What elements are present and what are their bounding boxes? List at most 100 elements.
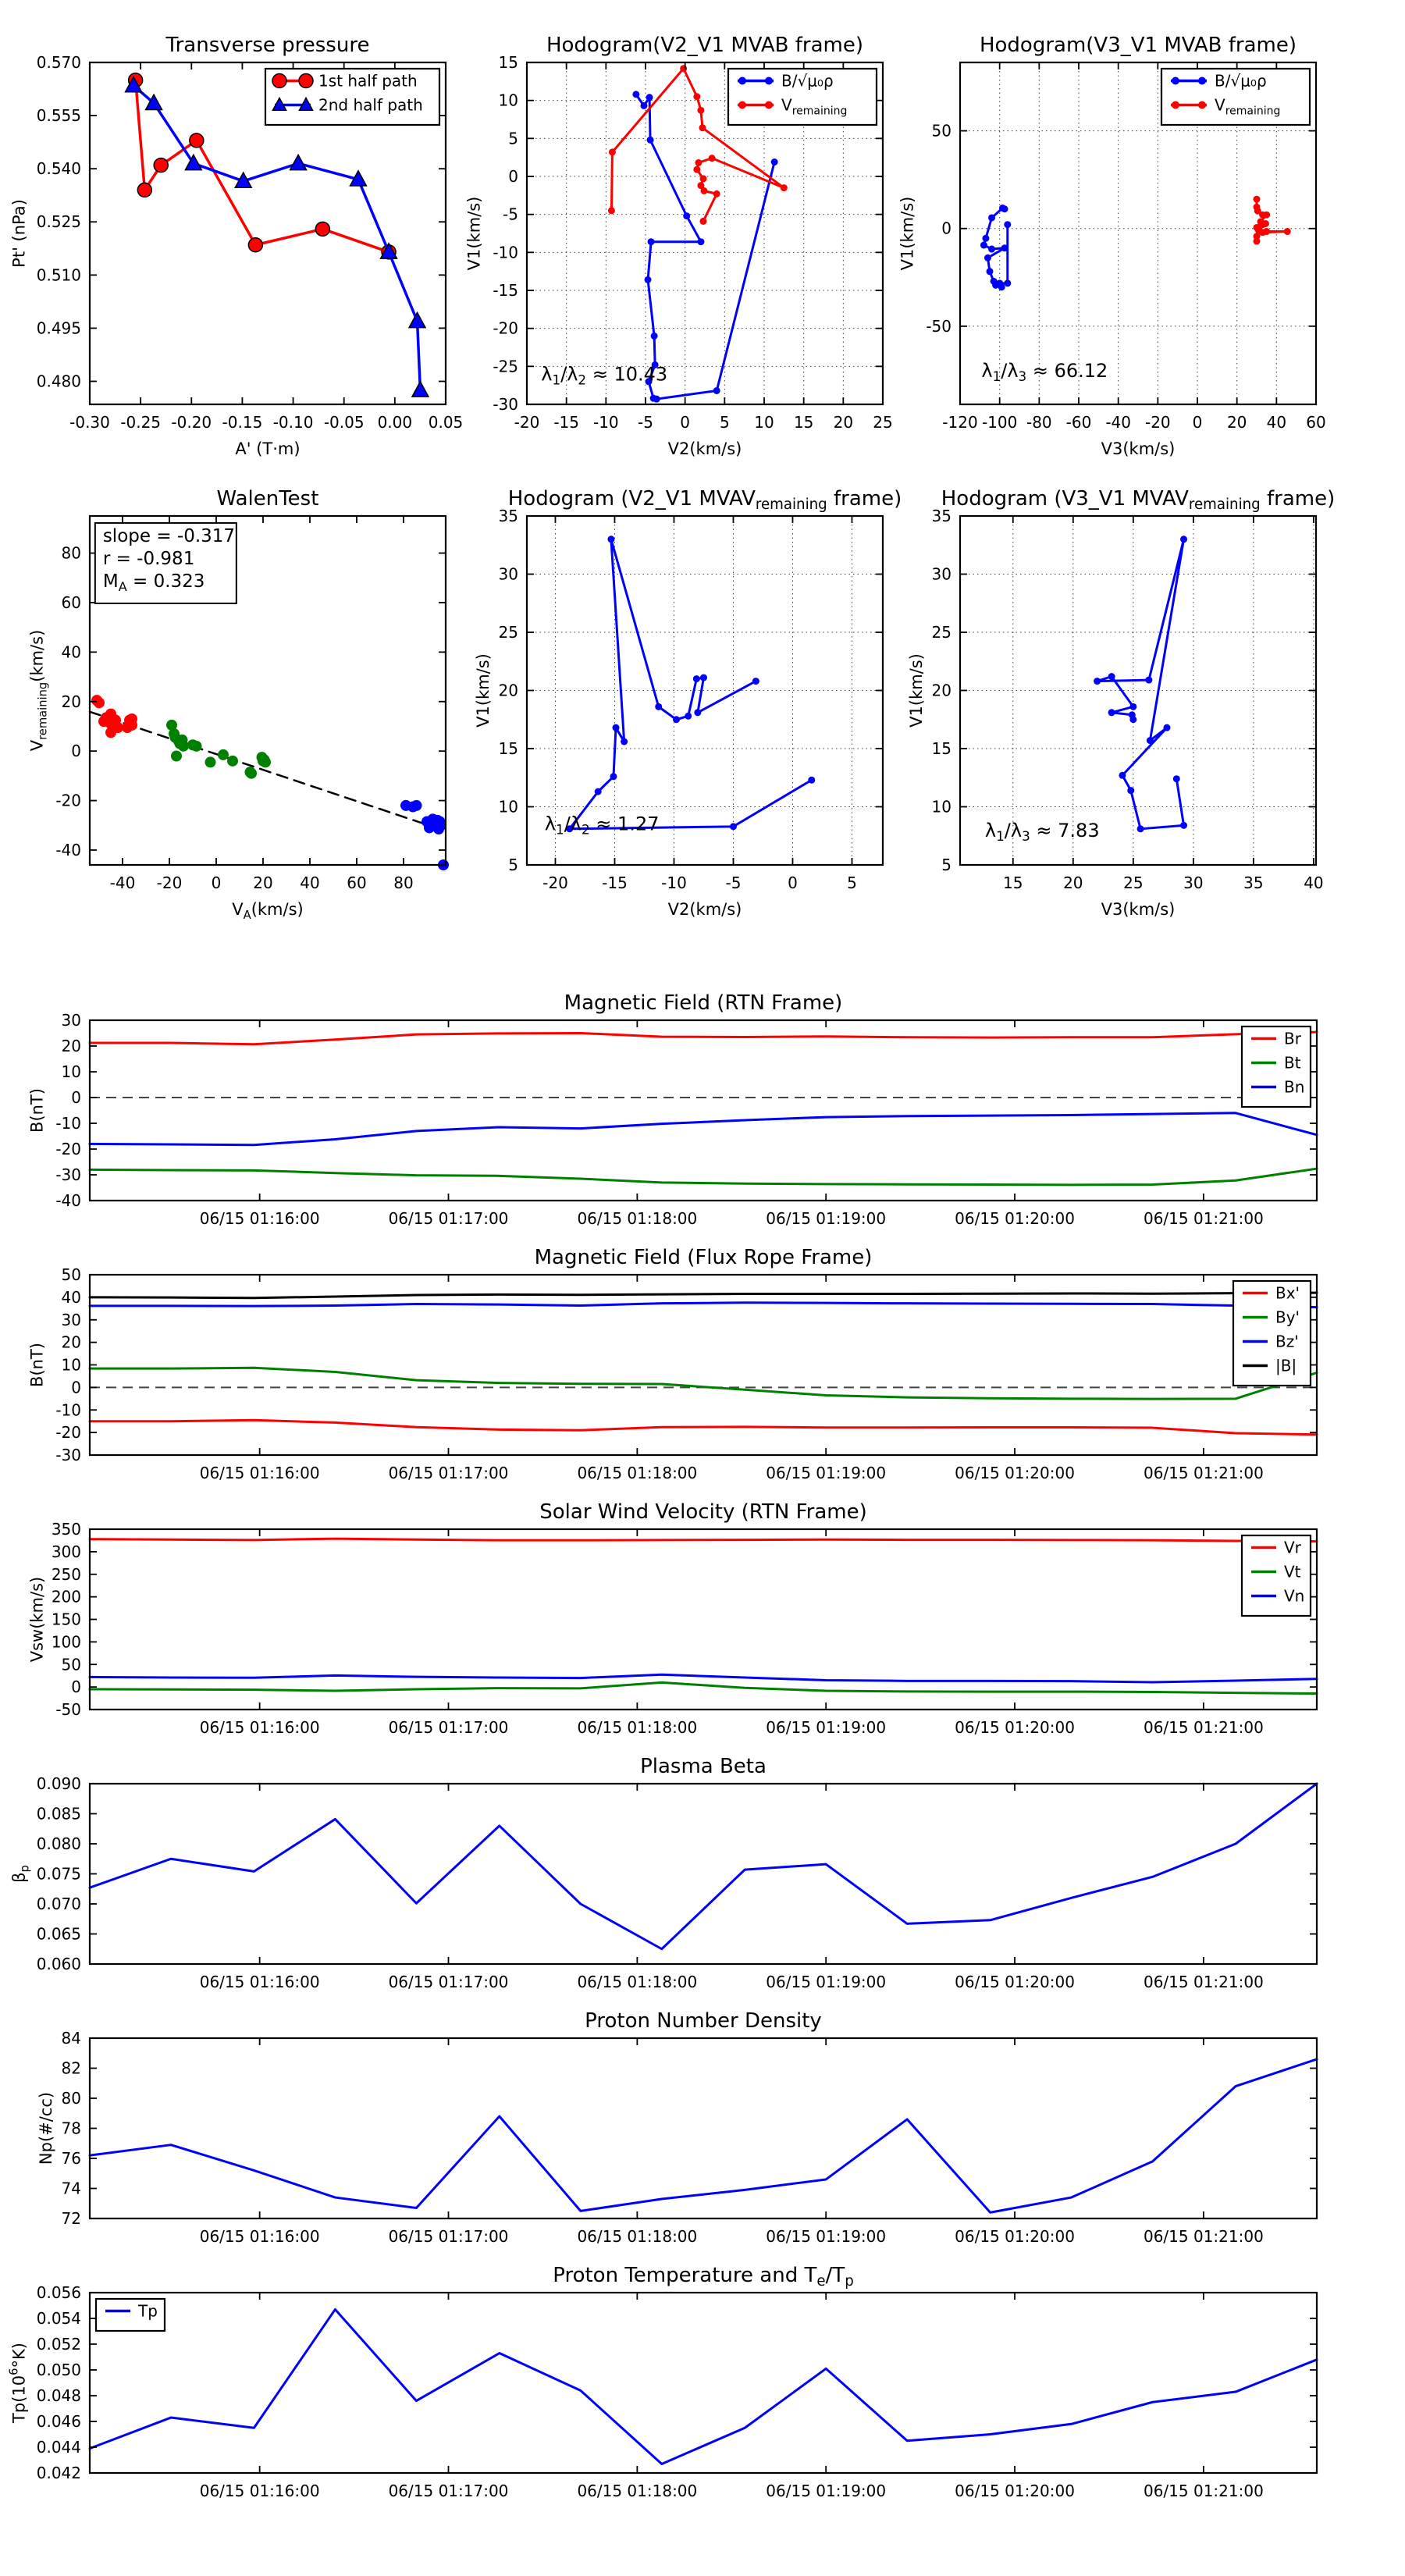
- legend-label: 2nd half path: [318, 96, 423, 115]
- plot-hodogram-v3v1-mvab: -120 -100 -80 -60 -40 -20 0 20 40 60 -50 0 50 Hodogra…: [898, 34, 1326, 458]
- legend-label: Bx': [1275, 1284, 1300, 1303]
- y-tick-label: 0.555: [37, 106, 81, 125]
- legend-marker: [1172, 101, 1179, 109]
- series-marker-V_{remaining}: [700, 187, 708, 194]
- axes-box: [959, 61, 1318, 406]
- series-marker-V: [1129, 716, 1137, 724]
- series-marker-V_{remaining}: [699, 217, 707, 225]
- series-marker-V: [1129, 703, 1137, 710]
- series-marker-B/√μ₀ρ: [646, 136, 654, 144]
- y-tick-label: 40: [62, 642, 81, 661]
- y-tick-label: 76: [62, 2149, 81, 2168]
- series-marker-middle third: [244, 767, 256, 778]
- series-marker-B/√μ₀ρ: [996, 279, 1004, 287]
- y-tick-label: 72: [62, 2209, 81, 2228]
- axes-box: [959, 514, 1318, 866]
- legend-marker: [298, 73, 314, 89]
- y-tick-label: 15: [932, 739, 951, 758]
- y-tick-label: 0.042: [37, 2464, 81, 2482]
- series-marker-V_{remaining}: [1283, 227, 1291, 235]
- plot-hodogram-v2v1-mvab: -20 -15 -10 -5 0 5 10 15 20 25 -30 -25 -20 -15 -10 -5 0 5…: [465, 34, 893, 458]
- series-marker-B/√μ₀ρ: [646, 94, 653, 101]
- x-tick-label: 06/15 01:21:00: [1144, 2482, 1264, 2500]
- legend: B/√μ₀ρ Vremaining: [727, 67, 878, 126]
- x-tick-label: 06/15 01:16:00: [200, 1209, 320, 1228]
- series-marker-2nd half path: [144, 93, 163, 111]
- x-tick-label: -120: [942, 413, 977, 432]
- series-marker-B/√μ₀ρ: [645, 378, 653, 386]
- plot-title: Plasma Beta: [640, 1755, 767, 1778]
- y-tick-label: -40: [55, 841, 81, 859]
- legend-marker: [272, 73, 287, 89]
- y-tick-label: 15: [499, 53, 518, 72]
- legend-label: B/√μ₀ρ: [1215, 72, 1267, 91]
- y-tick-label: 20: [62, 1037, 81, 1055]
- series-marker-V_{remaining}: [780, 184, 788, 192]
- x-tick-label: 06/15 01:19:00: [766, 1464, 886, 1482]
- y-axis-label: V1(km/s): [898, 197, 917, 271]
- y-tick-label: 10: [499, 798, 518, 817]
- series-marker-V_{remaining}: [693, 165, 701, 173]
- series-marker-V_{remaining}: [1263, 211, 1271, 219]
- y-tick-label: 10: [932, 798, 951, 817]
- series-marker-2nd half path: [349, 169, 368, 187]
- y-axis-label: Vsw(km/s): [28, 1577, 47, 1663]
- x-tick-label: 06/15 01:19:00: [766, 1973, 886, 1991]
- legend: Vr Vt Vn: [1240, 1534, 1312, 1617]
- y-axis-label: Tp(106°K): [8, 2343, 29, 2424]
- x-tick-label: 15: [794, 413, 813, 432]
- series-marker-middle third: [227, 755, 238, 767]
- series-marker-2nd half path: [184, 153, 203, 171]
- plot-magnetic-field-rtn: 06/15 01:16:00 06/15 01:17:00 06/15 01:18:…: [28, 991, 1318, 1228]
- series-marker-V: [692, 675, 700, 683]
- series-marker-V: [610, 773, 617, 781]
- series-marker-middle third: [218, 749, 229, 760]
- plot-plasma-beta: 06/15 01:16:00 06/15 01:17:00 06/15 01:18:…: [10, 1755, 1318, 1991]
- plot-title: Proton Temperature and Te/Tp: [553, 2264, 854, 2290]
- legend-marker: [298, 96, 314, 111]
- x-tick-label: -20: [514, 413, 540, 432]
- x-tick-label: 06/15 01:18:00: [577, 1718, 697, 1737]
- y-tick-label: 50: [62, 1265, 81, 1284]
- plot-title: Hodogram(V2_V1 MVAB frame): [546, 34, 863, 57]
- series-marker-B/√μ₀ρ: [988, 214, 996, 222]
- series-marker-B/√μ₀ρ: [1001, 244, 1008, 252]
- series-marker-B/√μ₀ρ: [984, 254, 991, 262]
- y-tick-label: 0.510: [37, 265, 81, 284]
- x-axis-label: V3(km/s): [1101, 439, 1176, 458]
- x-tick-label: 0: [1193, 413, 1203, 432]
- series-line-Br: [88, 1030, 1318, 1046]
- x-axis-label: V3(km/s): [1101, 900, 1176, 919]
- series-line-Vn: [88, 1673, 1318, 1684]
- legend-label: B/√μ₀ρ: [781, 72, 834, 91]
- series-line-beta_p: [88, 1782, 1318, 1951]
- x-tick-label: 06/15 01:16:00: [200, 2482, 320, 2500]
- y-tick-label: 0.085: [37, 1805, 81, 1823]
- x-tick-label: -0.20: [171, 413, 212, 432]
- y-tick-label: 0.570: [37, 53, 81, 72]
- legend: 1st half path 2nd half path: [264, 67, 441, 126]
- series-marker-V: [694, 709, 702, 717]
- x-tick-label: 06/15 01:18:00: [577, 2482, 697, 2500]
- series-line-Tp: [88, 2307, 1318, 2465]
- x-tick-label: 06/15 01:19:00: [766, 1718, 886, 1737]
- x-tick-label: 5: [847, 873, 857, 892]
- x-tick-label: 06/15 01:20:00: [955, 1973, 1075, 1991]
- y-tick-label: 0.070: [37, 1895, 81, 1913]
- x-tick-label: 06/15 01:16:00: [200, 2227, 320, 2246]
- series-marker-B/√μ₀ρ: [683, 212, 691, 220]
- legend-label: Br: [1284, 1030, 1302, 1048]
- series-marker-V: [699, 674, 707, 681]
- legend-marker: [765, 76, 773, 85]
- axes-box: [88, 2037, 1318, 2220]
- y-tick-label: 0: [71, 1678, 81, 1696]
- y-tick-label: 0: [941, 219, 951, 238]
- y-tick-label: 30: [499, 565, 518, 584]
- y-tick-label: 5: [508, 856, 518, 874]
- series-marker-V: [1172, 775, 1180, 783]
- y-tick-label: 5: [941, 856, 951, 874]
- x-tick-label: -40: [110, 873, 136, 892]
- series-marker-V_{remaining}: [697, 106, 705, 114]
